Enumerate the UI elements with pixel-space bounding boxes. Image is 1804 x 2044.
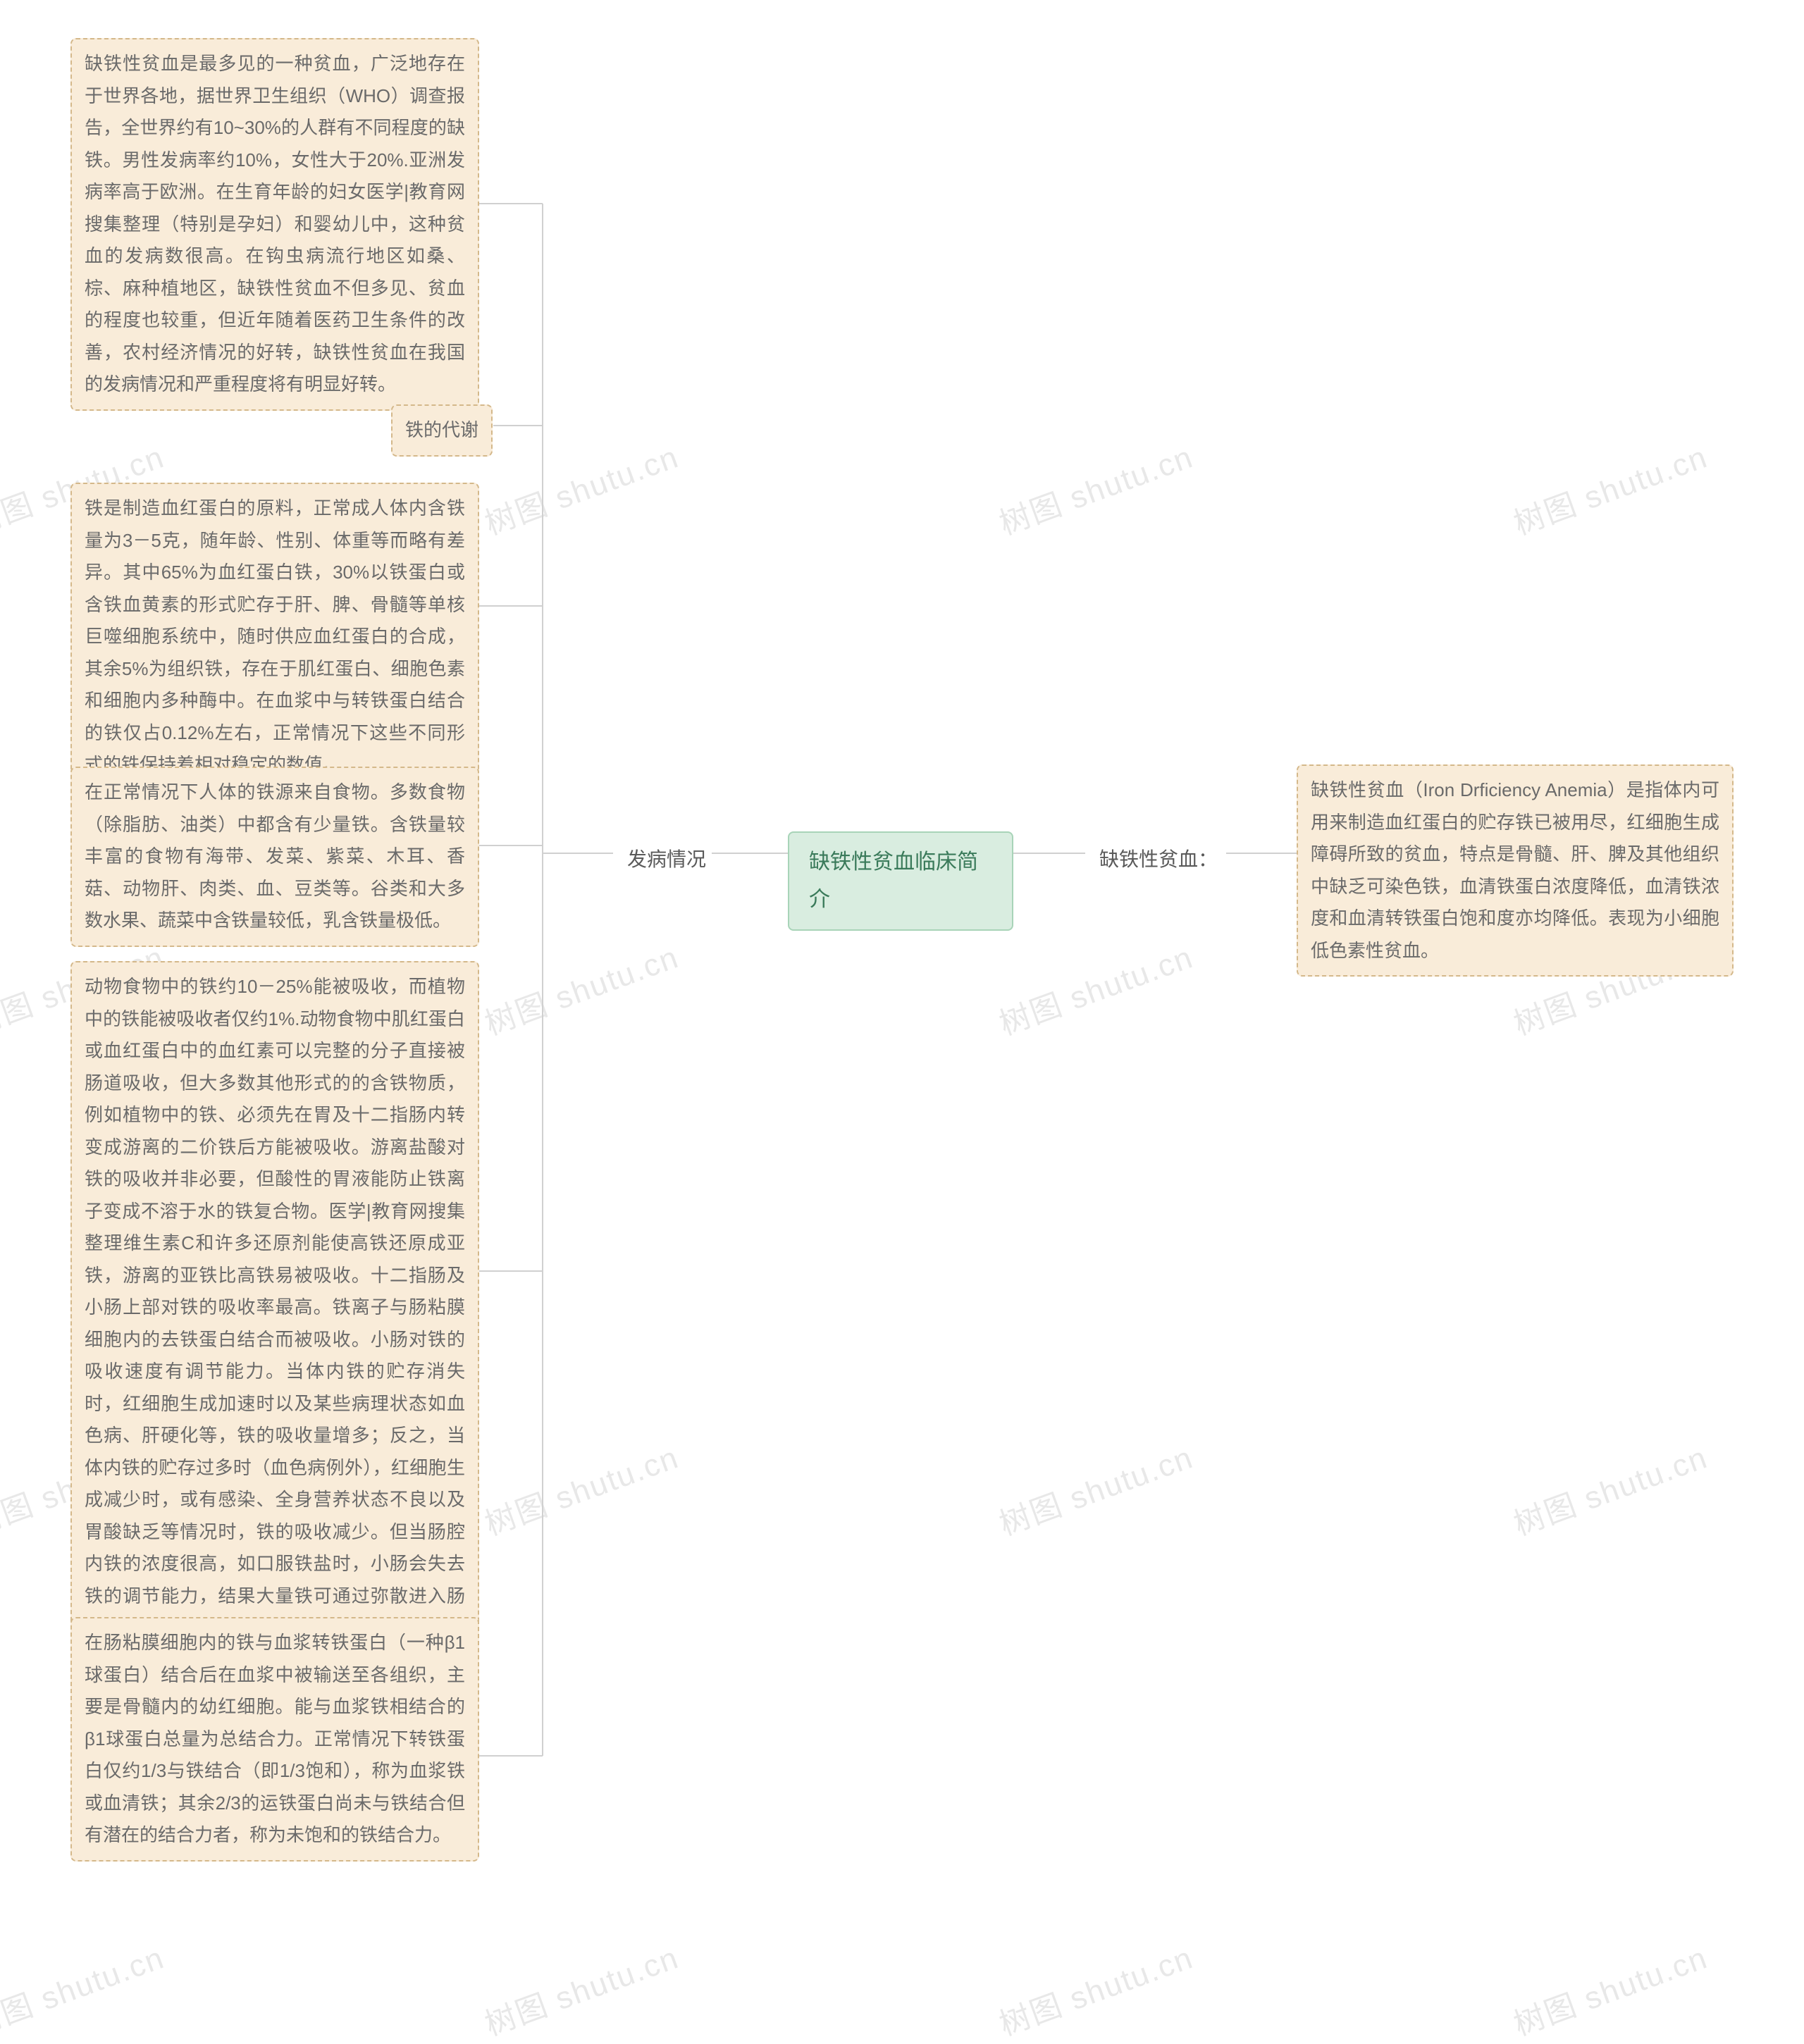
watermark: 树图 shutu.cn xyxy=(478,432,684,544)
watermark: 树图 shutu.cn xyxy=(478,1432,684,1544)
leaf-l6[interactable]: 在肠粘膜细胞内的铁与血浆转铁蛋白（一种β1球蛋白）结合后在血浆中被输送至各组织，… xyxy=(70,1617,479,1862)
branch-left[interactable]: 发病情况 xyxy=(613,834,720,885)
watermark: 树图 shutu.cn xyxy=(0,1933,170,2044)
watermark: 树图 shutu.cn xyxy=(1507,432,1713,544)
leaf-l5[interactable]: 动物食物中的铁约10－25%能被吸收，而植物中的铁能被吸收者仅约1%.动物食物中… xyxy=(70,961,479,1686)
watermark: 树图 shutu.cn xyxy=(992,1432,1199,1544)
leaf-l3[interactable]: 铁是制造血红蛋白的原料，正常成人体内含铁量为3－5克，随年龄、性别、体重等而略有… xyxy=(70,483,479,791)
branch-right[interactable]: 缺铁性贫血： xyxy=(1085,834,1232,885)
watermark: 树图 shutu.cn xyxy=(478,1933,684,2044)
watermark: 树图 shutu.cn xyxy=(992,932,1199,1044)
watermark: 树图 shutu.cn xyxy=(478,932,684,1044)
leaf-l4[interactable]: 在正常情况下人体的铁源来自食物。多数食物（除脂肪、油类）中都含有少量铁。含铁量较… xyxy=(70,767,479,947)
leaf-r1[interactable]: 缺铁性贫血（Iron Drficiency Anemia）是指体内可用来制造血红… xyxy=(1297,764,1734,977)
watermark: 树图 shutu.cn xyxy=(992,1933,1199,2044)
leaf-l1[interactable]: 缺铁性贫血是最多见的一种贫血，广泛地存在于世界各地，据世界卫生组织（WHO）调查… xyxy=(70,38,479,411)
watermark: 树图 shutu.cn xyxy=(1507,1432,1713,1544)
watermark: 树图 shutu.cn xyxy=(992,432,1199,544)
watermark: 树图 shutu.cn xyxy=(1507,1933,1713,2044)
leaf-l2[interactable]: 铁的代谢 xyxy=(391,404,493,457)
root-node[interactable]: 缺铁性贫血临床简介 xyxy=(788,831,1013,931)
